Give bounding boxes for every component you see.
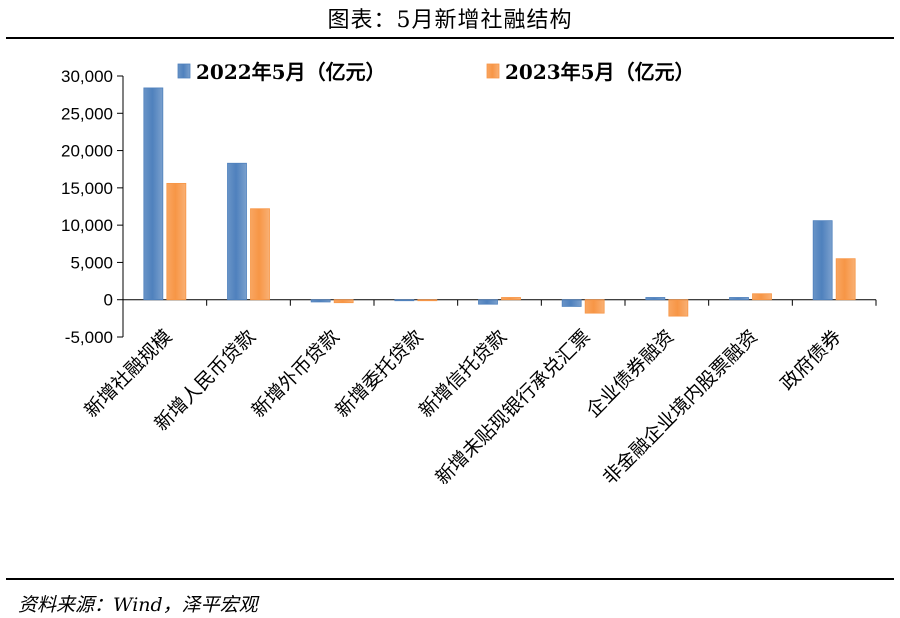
y-tick-label: 25,000 xyxy=(61,104,113,123)
y-tick-label: 30,000 xyxy=(61,67,113,86)
legend-label-1: 2023年5月（亿元） xyxy=(505,60,695,84)
bar-2022-3 xyxy=(394,299,415,302)
chart-bars xyxy=(143,87,856,317)
y-tick-label: 20,000 xyxy=(61,142,113,161)
bar-2022-8 xyxy=(812,220,833,301)
bar-2022-1 xyxy=(227,162,247,301)
bar-2023-2 xyxy=(333,299,354,304)
chart-legend: 2022年5月（亿元） 2023年5月（亿元） xyxy=(177,60,695,84)
bar-2022-6 xyxy=(645,297,666,301)
y-tick-label: 10,000 xyxy=(61,216,113,235)
bar-2023-1 xyxy=(250,208,270,301)
x-category-label: 新增未贴现银行承兑汇票 xyxy=(431,326,594,489)
bar-2022-7 xyxy=(729,297,749,301)
legend-swatch-1 xyxy=(486,63,500,79)
title-rule xyxy=(6,37,894,39)
footer-rule xyxy=(6,578,894,580)
bar-2023-0 xyxy=(166,182,187,301)
bar-2023-5 xyxy=(584,299,605,314)
legend-label-0: 2022年5月（亿元） xyxy=(196,60,386,84)
x-axis-labels: 新增社融规模新增人民币贷款新增外币贷款新增委托贷款新增信托贷款新增未贴现银行承兑… xyxy=(80,326,846,489)
y-tick-label: 15,000 xyxy=(61,179,113,198)
bar-2022-2 xyxy=(310,299,331,303)
x-category-label: 新增外币贷款 xyxy=(248,326,344,422)
bar-chart: -5,000 0 5,000 10,000 15,000 20,000 25,000 30,0… xyxy=(61,60,877,489)
bar-2022-4 xyxy=(478,299,498,305)
bar-2022-0 xyxy=(143,87,164,301)
bar-2023-7 xyxy=(752,293,772,301)
chart-axes xyxy=(117,75,877,338)
y-tick-label: -5,000 xyxy=(65,328,113,347)
bar-2023-3 xyxy=(417,299,438,302)
bar-2022-5 xyxy=(561,299,582,307)
legend-swatch-0 xyxy=(177,63,191,79)
y-axis-labels: -5,000 0 5,000 10,000 15,000 20,000 25,000 30,0… xyxy=(61,67,113,347)
bar-2023-8 xyxy=(835,258,856,301)
bar-2023-4 xyxy=(501,297,521,301)
x-category-label: 新增委托贷款 xyxy=(331,326,427,422)
x-category-label: 非金融企业境内股票融资 xyxy=(599,326,762,489)
x-category-label: 政府债券 xyxy=(776,326,845,395)
page-title: 图表：5月新增社融结构 xyxy=(327,8,573,33)
y-tick-label: 0 xyxy=(104,291,113,310)
source-note: 资料来源：Wind，泽平宏观 xyxy=(18,594,258,616)
y-tick-label: 5,000 xyxy=(70,253,113,272)
bar-2023-6 xyxy=(668,299,689,317)
